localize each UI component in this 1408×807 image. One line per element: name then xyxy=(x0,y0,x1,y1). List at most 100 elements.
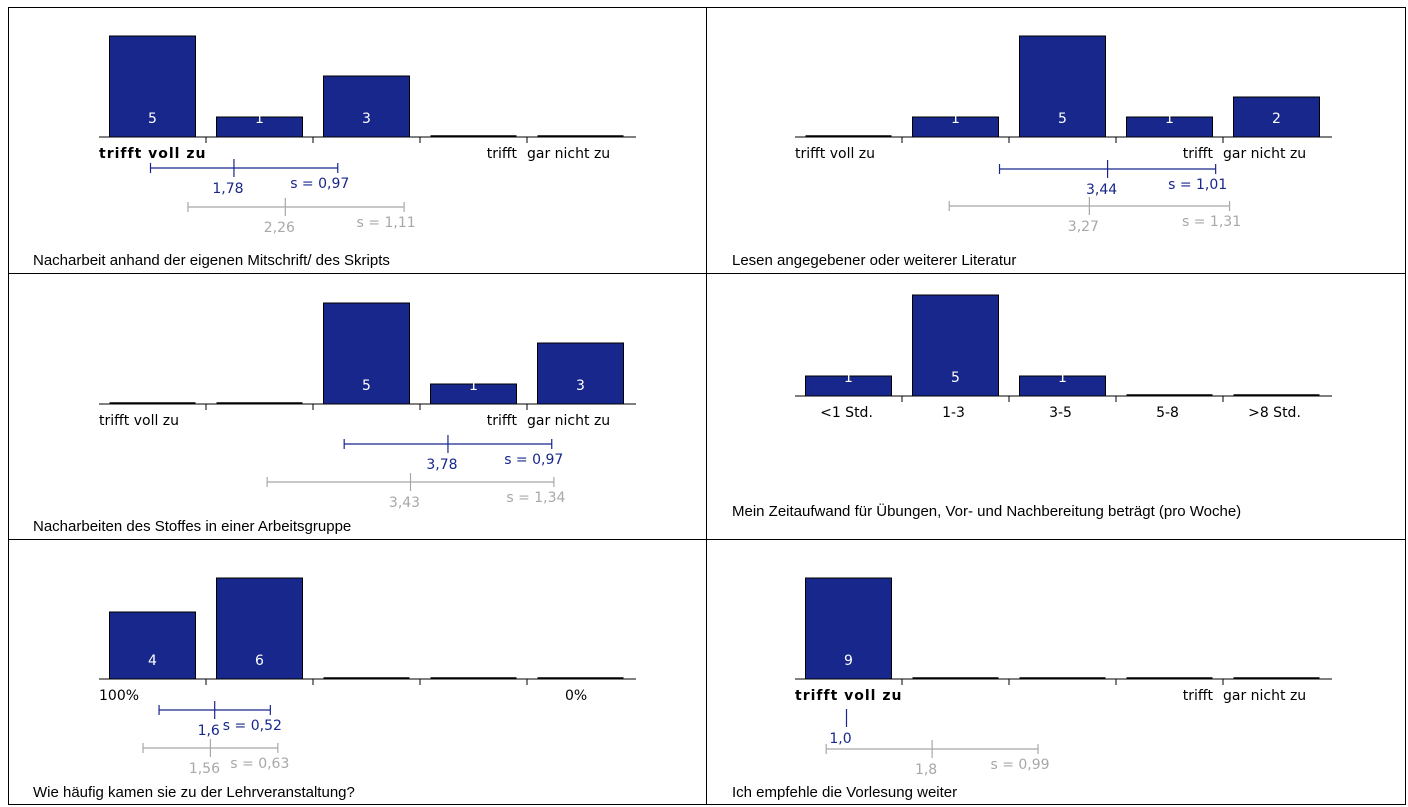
bar-4 xyxy=(430,383,517,405)
bar-2 xyxy=(216,116,303,138)
compare-statistic: 2,26 s = 1,11 xyxy=(187,198,416,236)
compare-mean-label: 1,56 xyxy=(189,761,220,777)
bar-3 xyxy=(1019,35,1106,138)
bar-value-label: 1 xyxy=(1165,111,1174,127)
scale-label-left: trifft voll zu xyxy=(99,146,206,162)
histogram-arbeitsgruppe: 5 1 3 trifft voll zu trifft gar nicht zu 3,78 s… xyxy=(99,302,636,511)
bar-value-label: 5 xyxy=(951,370,960,386)
panel-caption: Ich empfehle die Vorlesung weiter xyxy=(732,784,958,801)
bar-3 xyxy=(323,302,410,405)
scale-label-right-b: gar nicht zu xyxy=(527,413,610,429)
panel-caption: Nacharbeit anhand der eigenen Mitschrift… xyxy=(33,252,390,269)
primary-std-label: s = 0,97 xyxy=(504,452,563,468)
scale-label-right-b: gar nicht zu xyxy=(1223,688,1306,704)
primary-mean-label: 1,0 xyxy=(829,731,851,747)
bar-value-label: 6 xyxy=(255,653,264,669)
histogram-haeufigkeit: 4 6 100% 0% 1,6 s = 0,52 1,56 s = 0,63 xyxy=(99,577,636,777)
scale-label-left: trifft voll zu xyxy=(99,413,179,429)
primary-mean-label: 3,78 xyxy=(426,457,457,473)
compare-std-label: s = 1,31 xyxy=(1182,214,1241,230)
bar-value-label: 5 xyxy=(362,378,371,394)
grid-divider-row1 xyxy=(9,273,1405,274)
panel-nacharbeit-mitschrift: 5 1 3 trifft voll zu trifft gar nicht zu 1,78 s… xyxy=(9,8,706,273)
bar-1 xyxy=(109,611,196,680)
scale-label-right-b: gar nicht zu xyxy=(527,146,610,162)
primary-statistic: 1,6 s = 0,52 xyxy=(158,701,282,739)
panel-empfehlung: 9 trifft voll zu trifft gar nicht zu 1,0 1,8 s… xyxy=(707,540,1405,805)
bar-value-label: 2 xyxy=(1272,111,1281,127)
grid-divider-row2 xyxy=(9,539,1405,540)
compare-statistic: 1,8 s = 0,99 xyxy=(825,740,1050,778)
primary-std-label: s = 0,52 xyxy=(223,718,282,734)
bar-3 xyxy=(323,75,410,138)
bar-value-label: 4 xyxy=(148,653,157,669)
compare-mean-label: 1,8 xyxy=(915,762,937,778)
scale-label-left: trifft voll zu xyxy=(795,146,875,162)
scale-label-right-a: trifft xyxy=(1183,688,1214,704)
bar-value-label: 9 xyxy=(844,653,853,669)
primary-statistic: 1,78 s = 0,97 xyxy=(149,159,349,197)
bar-value-label: 5 xyxy=(148,111,157,127)
compare-statistic: 1,56 s = 0,63 xyxy=(142,739,289,777)
panel-caption: Mein Zeitaufwand für Übungen, Vor- und N… xyxy=(732,503,1242,520)
scale-label-left: 100% xyxy=(99,688,139,704)
compare-statistic: 3,27 s = 1,31 xyxy=(948,197,1241,235)
primary-std-label: s = 1,01 xyxy=(1168,177,1227,193)
bar-1 xyxy=(805,577,892,680)
bar-value-label: 1 xyxy=(951,111,960,127)
scale-label-right-a: trifft xyxy=(487,413,518,429)
compare-std-label: s = 1,11 xyxy=(357,215,416,231)
compare-std-label: s = 1,34 xyxy=(506,490,565,506)
panel-haeufigkeit: 4 6 100% 0% 1,6 s = 0,52 1,56 s = 0,63 Wie häuf… xyxy=(9,540,706,805)
category-tick-label: <1 Std. xyxy=(820,405,873,421)
panel-arbeitsgruppe: 5 1 3 trifft voll zu trifft gar nicht zu 3,78 s… xyxy=(9,274,706,539)
compare-mean-label: 3,43 xyxy=(389,495,420,511)
histogram-nacharbeit-mitschrift: 5 1 3 trifft voll zu trifft gar nicht zu 1,78 s… xyxy=(99,35,636,236)
category-tick-label: 5-8 xyxy=(1156,405,1179,421)
evaluation-grid: 5 1 3 trifft voll zu trifft gar nicht zu 1,78 s… xyxy=(8,7,1406,805)
primary-mean-label: 3,44 xyxy=(1086,182,1117,198)
panel-caption: Wie häufig kamen sie zu der Lehrveransta… xyxy=(33,784,355,801)
primary-statistic: 1,0 xyxy=(829,709,852,747)
bar-4 xyxy=(1126,116,1213,138)
panel-caption: Lesen angegebener oder weiterer Literatu… xyxy=(732,252,1017,269)
bar-2 xyxy=(912,294,999,397)
bar-value-label: 1 xyxy=(1058,370,1067,386)
category-tick-label: 3-5 xyxy=(1049,405,1072,421)
bar-value-label: 1 xyxy=(469,378,478,394)
panel-lesen-literatur: 1 5 1 2 trifft voll zu trifft gar nicht zu 3,44… xyxy=(707,8,1405,273)
histogram-zeitaufwand: 1 5 1 <1 Std. 1-3 3-5 5-8 >8 Std. xyxy=(795,294,1332,421)
primary-statistic: 3,44 s = 1,01 xyxy=(998,160,1227,198)
histogram-empfehlung: 9 trifft voll zu trifft gar nicht zu 1,0 1,8 s… xyxy=(795,577,1332,778)
category-tick-label: 1-3 xyxy=(942,405,965,421)
scale-label-right-a: trifft xyxy=(487,146,518,162)
scale-label-right-b: gar nicht zu xyxy=(1223,146,1306,162)
primary-mean-label: 1,78 xyxy=(212,181,243,197)
panel-zeitaufwand: 1 5 1 <1 Std. 1-3 3-5 5-8 >8 Std. Mein Zeitaufw… xyxy=(707,274,1405,539)
bar-2 xyxy=(216,577,303,680)
bar-5 xyxy=(537,342,624,405)
bar-value-label: 3 xyxy=(576,378,585,394)
bar-1 xyxy=(109,35,196,138)
scale-label-right-a: trifft xyxy=(1183,146,1214,162)
compare-std-label: s = 0,63 xyxy=(230,756,289,772)
compare-statistic: 3,43 s = 1,34 xyxy=(266,473,566,511)
bar-value-label: 3 xyxy=(362,111,371,127)
bar-value-label: 1 xyxy=(844,370,853,386)
category-tick-label: >8 Std. xyxy=(1248,405,1301,421)
compare-std-label: s = 0,99 xyxy=(990,757,1049,773)
compare-mean-label: 3,27 xyxy=(1068,219,1099,235)
grid-divider-vertical xyxy=(706,8,707,804)
scale-label-right-b: 0% xyxy=(565,688,587,704)
primary-statistic: 3,78 s = 0,97 xyxy=(343,435,563,473)
panel-caption: Nacharbeiten des Stoffes in einer Arbeit… xyxy=(33,518,352,535)
bar-2 xyxy=(912,116,999,138)
bar-value-label: 5 xyxy=(1058,111,1067,127)
compare-mean-label: 2,26 xyxy=(264,220,295,236)
bar-1 xyxy=(805,375,892,397)
scale-label-left: trifft voll zu xyxy=(795,688,902,704)
bar-3 xyxy=(1019,375,1106,397)
primary-mean-label: 1,6 xyxy=(198,723,220,739)
bar-5 xyxy=(1233,96,1320,138)
